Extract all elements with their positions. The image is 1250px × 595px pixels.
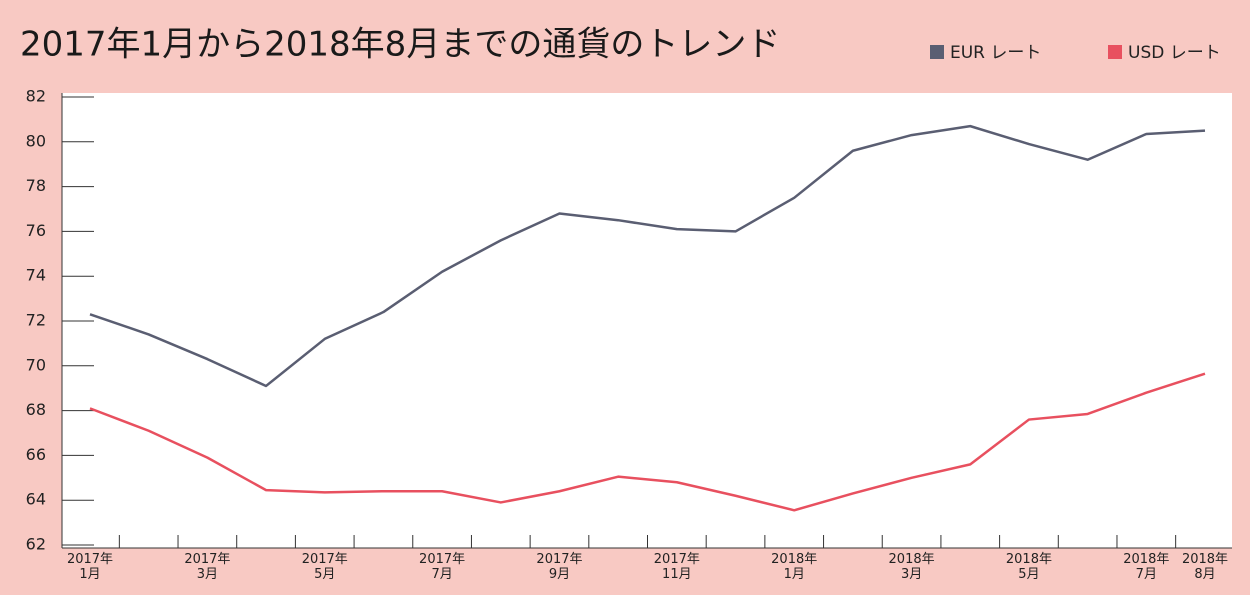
x-tick-label: 2017年 5月: [301, 552, 348, 582]
chart-title: 2017年1月から2018年8月までの通貨のトレンド: [20, 25, 780, 65]
x-tick-label: 2017年 7月: [419, 552, 466, 582]
legend-label: EUR レート: [950, 43, 1041, 63]
y-tick-label: 74: [26, 266, 46, 285]
legend-swatch: [1108, 45, 1122, 59]
y-tick-label: 70: [26, 355, 46, 374]
x-tick-label: 2017年 11月: [653, 552, 700, 582]
x-tick-label: 2017年 9月: [536, 552, 583, 582]
legend-label: USD レート: [1128, 43, 1221, 63]
x-tick-label: 2018年 1月: [771, 552, 818, 582]
y-tick-label: 78: [26, 176, 46, 195]
plot-area: [62, 93, 1232, 548]
x-tick-label: 2017年 1月: [66, 552, 114, 582]
x-tick-label: 2018年 5月: [1005, 552, 1052, 582]
series-line: [89, 372, 1206, 512]
y-tick-label: 82: [26, 87, 46, 106]
y-tick-label: 76: [26, 221, 46, 240]
y-tick-label: 62: [26, 535, 46, 554]
y-tick-label: 80: [26, 131, 46, 150]
x-tick-label: 2018年 3月: [888, 552, 935, 582]
x-tick-label: 2018年 8月: [1181, 552, 1229, 582]
legend-swatch: [930, 45, 944, 59]
y-tick-label: 72: [26, 311, 46, 330]
y-tick-label: 64: [26, 490, 46, 509]
y-tick-label: 68: [26, 400, 46, 419]
series-line: [89, 124, 1206, 388]
y-tick-label: 66: [26, 445, 46, 464]
x-tick-label: 2018年 7月: [1123, 552, 1170, 582]
x-tick-label: 2017年 3月: [184, 552, 231, 582]
